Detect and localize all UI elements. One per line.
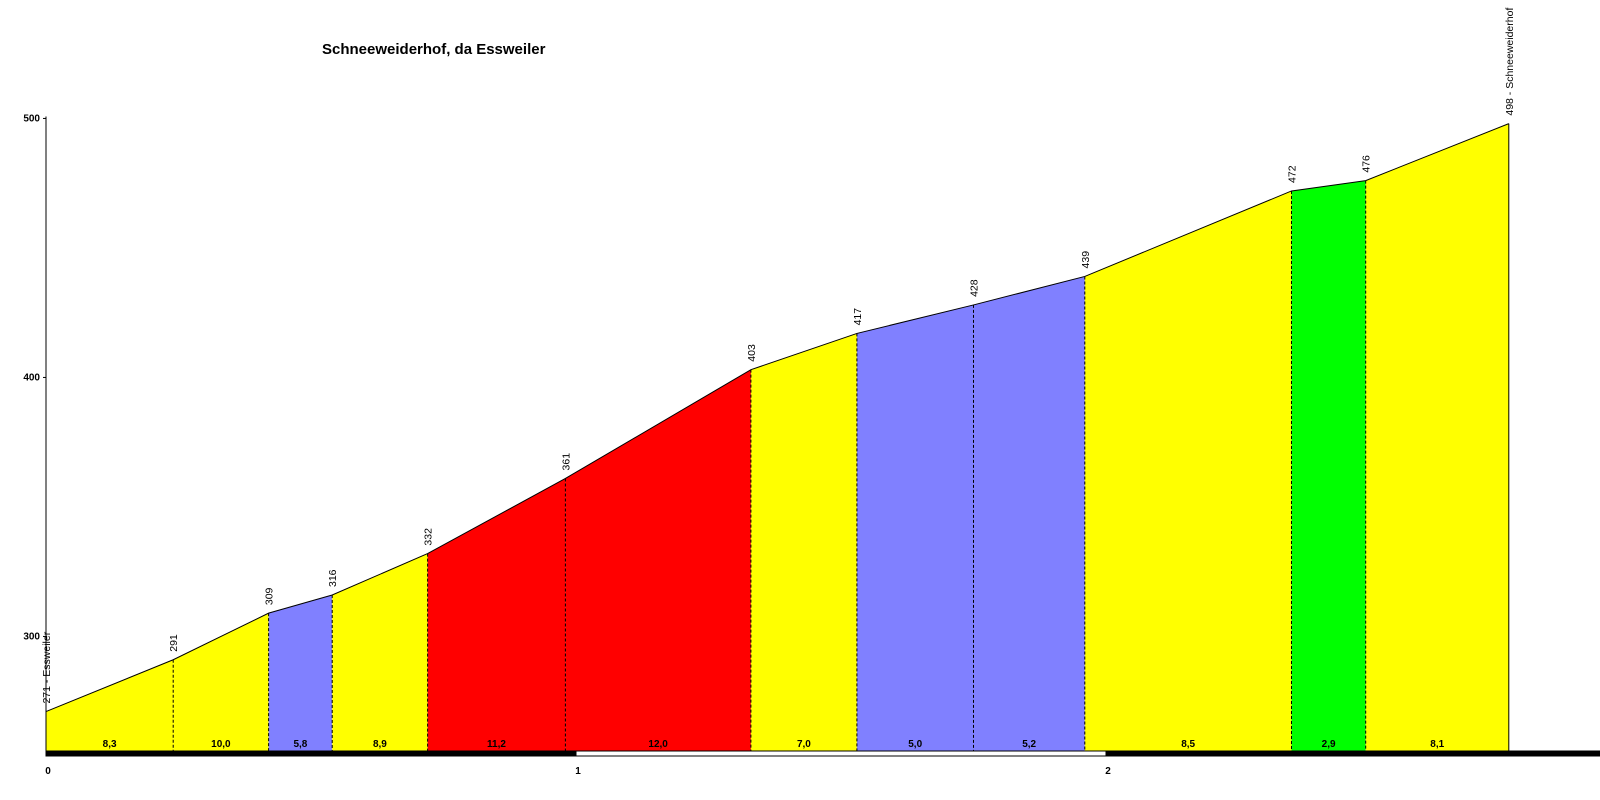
elevation-label: 332 (423, 528, 435, 546)
elevation-label: 271 - Essweiler (41, 631, 53, 703)
segment-area (173, 613, 269, 753)
gradient-label: 11,2 (487, 739, 506, 750)
segment-area (332, 553, 428, 753)
elevation-label: 476 (1361, 155, 1373, 173)
segment-area (565, 369, 751, 753)
profile-line (45, 123, 1509, 713)
gradient-labels: 8,3 10,0 5,8 8,9 11,2 12,0 7,0 5,0 5,2 8,5 2,9 8,1 (103, 739, 1445, 750)
x-axis: 0 1 2 (45, 750, 1600, 777)
segment-area (268, 595, 333, 753)
segment-areas (46, 123, 1509, 754)
profile-line-group (45, 123, 1509, 713)
segment-area (46, 659, 174, 753)
gradient-label: 5,0 (908, 739, 922, 750)
km-bar-segment (575, 750, 1107, 757)
km-bar-segment (45, 750, 577, 757)
segment-area (750, 333, 857, 753)
elevation-labels: 271 - Essweiler 291 309 316 332 361 403 417 428 4… (41, 8, 1516, 704)
gradient-label: 5,8 (293, 739, 307, 750)
gradient-label: 8,9 (373, 739, 387, 750)
elevation-label: 498 - Schneeweiderhof (1504, 8, 1516, 116)
x-tick-label: 1 (575, 766, 581, 777)
gradient-label: 7,0 (797, 739, 811, 750)
elevation-label: 403 (746, 344, 758, 362)
chart-title: Schneeweiderhof, da Essweiler (322, 41, 546, 58)
gradient-label: 12,0 (648, 739, 668, 750)
elevation-label: 417 (852, 308, 864, 326)
segment-area (427, 478, 566, 753)
elevation-label: 291 (168, 634, 180, 652)
segment-area (1084, 190, 1292, 754)
segment-area (973, 276, 1085, 753)
gradient-label: 2,9 (1322, 739, 1336, 750)
elevation-label: 472 (1287, 165, 1299, 183)
y-tick-label: 400 (23, 372, 40, 383)
segment-area (1365, 123, 1509, 753)
x-tick-label: 0 (45, 766, 51, 777)
elevation-label: 316 (327, 569, 339, 587)
elevation-label: 309 (264, 587, 276, 605)
segment-area (1291, 180, 1366, 754)
km-bar-segment (1105, 750, 1600, 757)
elevation-label: 361 (560, 453, 572, 471)
gradient-label: 10,0 (211, 739, 231, 750)
gradient-label: 8,5 (1181, 739, 1195, 750)
elevation-label: 428 (969, 279, 981, 297)
y-tick-label: 500 (23, 113, 40, 124)
segment-dividers (172, 123, 1510, 753)
gradient-label: 8,1 (1430, 739, 1444, 750)
y-tick-label: 300 (23, 631, 40, 642)
x-tick-label: 2 (1105, 766, 1111, 777)
gradient-label: 8,3 (103, 739, 117, 750)
y-axis: 300 400 500 (23, 113, 47, 753)
gradient-label: 5,2 (1022, 739, 1036, 750)
segment-area (856, 304, 974, 753)
elevation-label: 439 (1080, 251, 1092, 269)
